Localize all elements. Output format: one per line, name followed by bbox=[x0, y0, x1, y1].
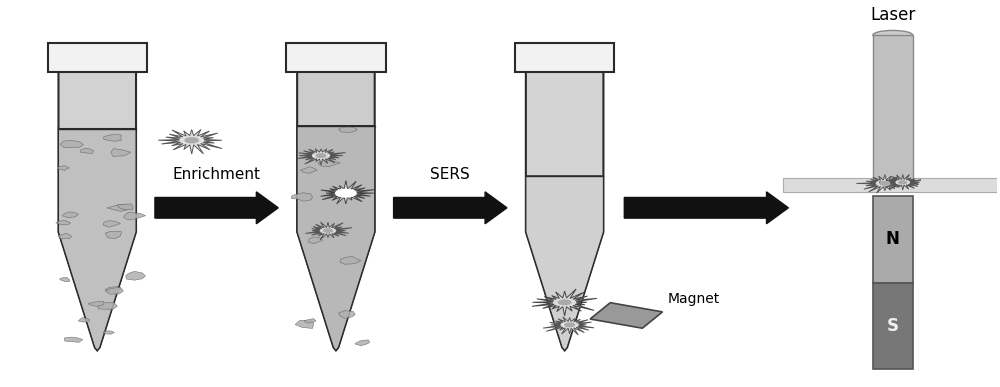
FancyBboxPatch shape bbox=[783, 178, 1000, 192]
Ellipse shape bbox=[873, 31, 913, 40]
Polygon shape bbox=[62, 212, 78, 217]
Polygon shape bbox=[339, 127, 357, 132]
Polygon shape bbox=[78, 318, 90, 322]
Polygon shape bbox=[543, 317, 594, 335]
Polygon shape bbox=[48, 43, 147, 72]
Circle shape bbox=[185, 138, 198, 143]
Polygon shape bbox=[107, 204, 130, 211]
Polygon shape bbox=[338, 311, 355, 319]
Polygon shape bbox=[321, 181, 375, 204]
Polygon shape bbox=[64, 337, 83, 342]
Polygon shape bbox=[309, 237, 323, 244]
Polygon shape bbox=[297, 149, 346, 165]
Text: Enrichment: Enrichment bbox=[173, 167, 261, 182]
Polygon shape bbox=[340, 257, 361, 264]
Polygon shape bbox=[297, 125, 375, 351]
Polygon shape bbox=[88, 301, 104, 307]
FancyArrow shape bbox=[624, 192, 788, 224]
Polygon shape bbox=[879, 175, 921, 190]
Polygon shape bbox=[526, 72, 603, 351]
Polygon shape bbox=[56, 220, 71, 225]
Polygon shape bbox=[105, 231, 121, 238]
Text: SERS: SERS bbox=[430, 167, 470, 182]
Polygon shape bbox=[117, 204, 133, 210]
Polygon shape bbox=[318, 160, 340, 167]
Polygon shape bbox=[532, 289, 597, 316]
Polygon shape bbox=[58, 166, 69, 170]
Polygon shape bbox=[300, 167, 317, 173]
Circle shape bbox=[559, 300, 571, 305]
Circle shape bbox=[880, 182, 890, 185]
Polygon shape bbox=[355, 340, 370, 346]
Polygon shape bbox=[123, 212, 146, 220]
FancyArrow shape bbox=[155, 192, 278, 224]
Text: N: N bbox=[886, 230, 900, 248]
Text: Magnet: Magnet bbox=[668, 292, 720, 306]
Polygon shape bbox=[103, 331, 115, 334]
Polygon shape bbox=[104, 134, 121, 141]
Polygon shape bbox=[98, 303, 117, 309]
Circle shape bbox=[899, 181, 907, 184]
Polygon shape bbox=[58, 233, 72, 239]
Polygon shape bbox=[111, 149, 131, 156]
FancyArrow shape bbox=[394, 192, 507, 224]
FancyBboxPatch shape bbox=[590, 303, 663, 328]
Circle shape bbox=[340, 191, 352, 195]
Polygon shape bbox=[286, 43, 386, 72]
Polygon shape bbox=[304, 319, 316, 323]
Polygon shape bbox=[105, 287, 121, 292]
Polygon shape bbox=[158, 130, 222, 154]
Polygon shape bbox=[126, 271, 145, 280]
Circle shape bbox=[324, 229, 332, 232]
Circle shape bbox=[565, 323, 574, 327]
Polygon shape bbox=[105, 288, 123, 294]
Text: S: S bbox=[887, 317, 899, 335]
Polygon shape bbox=[58, 72, 136, 351]
Polygon shape bbox=[58, 128, 136, 351]
FancyBboxPatch shape bbox=[873, 283, 913, 369]
Polygon shape bbox=[80, 148, 94, 153]
Circle shape bbox=[316, 154, 326, 158]
Polygon shape bbox=[291, 193, 313, 201]
Polygon shape bbox=[103, 221, 120, 227]
FancyBboxPatch shape bbox=[873, 35, 913, 185]
Polygon shape bbox=[526, 176, 603, 351]
Polygon shape bbox=[295, 320, 314, 329]
Polygon shape bbox=[297, 72, 375, 351]
FancyBboxPatch shape bbox=[873, 196, 913, 283]
Polygon shape bbox=[60, 277, 70, 282]
Polygon shape bbox=[60, 140, 83, 148]
Text: Laser: Laser bbox=[870, 6, 915, 24]
Polygon shape bbox=[515, 43, 614, 72]
Polygon shape bbox=[305, 222, 352, 240]
Polygon shape bbox=[856, 175, 912, 193]
Circle shape bbox=[336, 189, 356, 197]
